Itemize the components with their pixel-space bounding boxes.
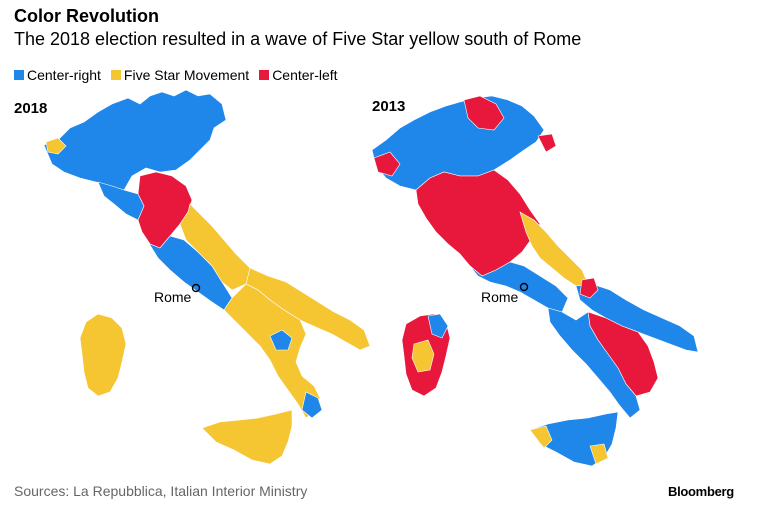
- region-liguria-2018: [97, 181, 145, 221]
- region-campania-2013: [547, 307, 641, 419]
- island-sardinia-2018: [79, 313, 127, 397]
- legend: Center-right Five Star Movement Center-l…: [14, 67, 338, 83]
- map-2013-mainland: [371, 95, 699, 419]
- map-label-2018: 2018: [14, 100, 48, 117]
- region-campania-spot-2018: [269, 329, 293, 351]
- island-sicily-yellow2-2013: [589, 443, 609, 465]
- legend-label-center-left: Center-left: [272, 67, 338, 83]
- map-label-2013: 2013: [372, 98, 406, 115]
- brand-logo: Bloomberg: [668, 484, 734, 499]
- legend-swatch-center-left: [259, 70, 270, 80]
- region-lazio-2013: [469, 261, 569, 313]
- legend-label-center-right: Center-right: [27, 67, 101, 83]
- region-central-red-2013: [415, 169, 541, 277]
- region-naples-red-2013: [579, 277, 599, 299]
- region-lazio-2018: [141, 231, 233, 311]
- region-apulia-2013: [575, 283, 699, 353]
- legend-swatch-five-star: [110, 70, 121, 80]
- source-note: Sources: La Repubblica, Italian Interior…: [14, 483, 308, 499]
- island-sicily-yellow-2013: [529, 425, 553, 449]
- region-adriatic-2018: [179, 203, 263, 291]
- legend-swatch-center-right: [14, 70, 24, 80]
- rome-marker-2013: [519, 282, 529, 292]
- rome-marker-2018: [191, 283, 201, 293]
- rome-label-2018: Rome: [154, 289, 192, 305]
- legend-label-five-star: Five Star Movement: [123, 67, 250, 83]
- rome-label-2013: Rome: [481, 289, 519, 305]
- chart-subtitle: The 2018 election resulted in a wave of …: [14, 29, 582, 49]
- region-nw-patch-2018: [45, 137, 67, 155]
- island-sardinia-yellow-2013: [411, 339, 435, 373]
- region-south-2018: [223, 283, 321, 419]
- legend-item-center-left: Center-left: [259, 67, 338, 83]
- island-sicily-2018: [201, 409, 293, 465]
- region-north-red-2013: [463, 95, 505, 131]
- map-2018-mainland: [43, 89, 371, 419]
- legend-item-center-right: Center-right: [14, 67, 101, 83]
- region-nw-red-2013: [373, 151, 401, 177]
- chart-title: Color Revolution: [14, 6, 159, 26]
- region-northeast-red-2013: [537, 133, 557, 153]
- legend-item-five-star: Five Star Movement: [110, 67, 250, 83]
- region-calabria-tip-2018: [301, 391, 323, 419]
- island-sardinia-blue-2013: [427, 313, 449, 339]
